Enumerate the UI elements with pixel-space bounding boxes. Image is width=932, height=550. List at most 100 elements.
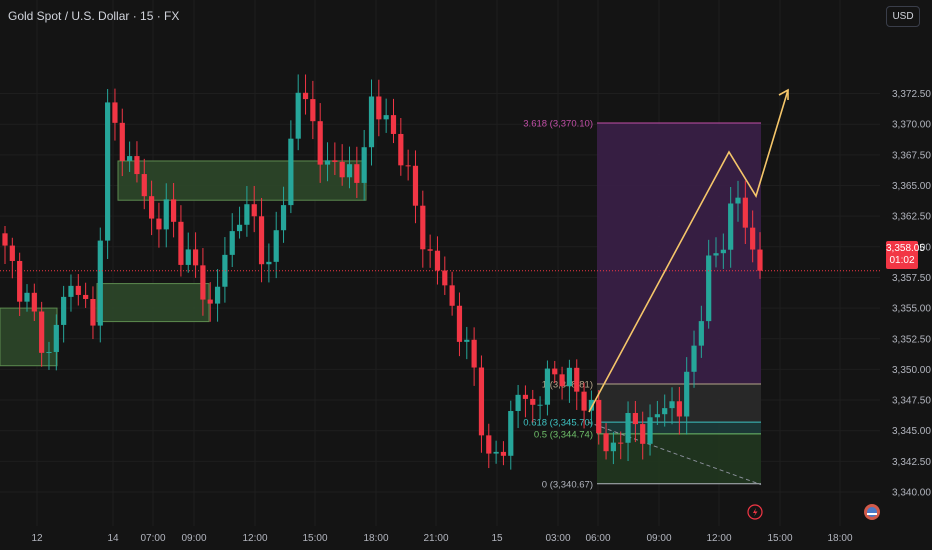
candle-up xyxy=(24,292,30,302)
candle-up xyxy=(544,368,551,405)
fib-level-label: 0.5 (3,344.74) xyxy=(534,429,593,440)
candle-up xyxy=(537,404,543,406)
candle-down xyxy=(574,367,580,392)
candle-up xyxy=(273,230,279,262)
candle-up xyxy=(508,411,514,456)
candle-down xyxy=(750,227,756,250)
candle-down xyxy=(376,96,382,120)
time-tick: 09:00 xyxy=(646,533,671,544)
candle-up xyxy=(383,115,389,120)
candle-down xyxy=(618,442,624,444)
time-tick: 18:00 xyxy=(363,533,388,544)
candle-up xyxy=(515,394,521,412)
candle-up xyxy=(654,414,660,418)
candle-down xyxy=(156,218,162,230)
price-tick: 3,350.00 xyxy=(892,365,931,376)
flag-icon[interactable] xyxy=(864,504,880,520)
candle-down xyxy=(178,221,184,265)
last-price-label: 3,358.05 01:02 xyxy=(886,241,925,269)
time-tick: 21:00 xyxy=(423,533,448,544)
candle-down xyxy=(354,164,360,183)
candle-down xyxy=(149,196,155,219)
fib-extension-tool: 3.618 (3,370.10)1 (3,348.81)0.618 (3,345… xyxy=(523,118,762,490)
candle-down xyxy=(332,160,338,162)
candle-down xyxy=(9,245,15,261)
candle-up xyxy=(53,324,59,352)
demand-zone xyxy=(117,160,367,201)
time-tick: 14 xyxy=(107,533,119,544)
candle-down xyxy=(449,285,455,306)
candle-down xyxy=(478,367,485,436)
currency-button[interactable]: USD xyxy=(886,6,920,27)
candle-up xyxy=(720,249,726,254)
candle-down xyxy=(192,249,199,266)
candle-down xyxy=(31,292,37,312)
candle-up xyxy=(280,205,287,231)
candle-up xyxy=(669,401,675,409)
candle-down xyxy=(134,156,140,175)
symbol-title: Gold Spot / U.S. Dollar · 15 · FX xyxy=(8,9,180,23)
time-tick: 07:00 xyxy=(140,533,165,544)
time-tick: 18:00 xyxy=(827,533,852,544)
candle-down xyxy=(398,133,404,166)
candle-up xyxy=(610,442,616,452)
demand-zones xyxy=(0,160,367,367)
candle-down xyxy=(434,250,441,271)
candle-up xyxy=(244,204,250,225)
price-tick: 3,347.50 xyxy=(892,396,931,407)
price-tick: 3,367.50 xyxy=(892,150,931,161)
candle-down xyxy=(500,451,507,456)
lightning-icon[interactable] xyxy=(747,504,763,520)
price-tick: 3,352.50 xyxy=(892,334,931,345)
projection-path xyxy=(588,89,789,413)
candle-up xyxy=(728,203,734,250)
candle-down xyxy=(603,433,609,452)
time-axis: 12 14 07:00 09:00 12:00 15:00 18:00 21:00 15 03:0… xyxy=(31,533,853,544)
price-tick: 3,370.00 xyxy=(892,120,931,131)
candle-down xyxy=(339,161,345,178)
candle-down xyxy=(530,398,536,405)
candle-down xyxy=(442,270,448,286)
candle-down xyxy=(112,102,118,123)
candle-down xyxy=(405,165,411,167)
candle-up xyxy=(105,102,111,241)
fib-zone-purple xyxy=(597,122,761,384)
candle-up xyxy=(222,254,228,287)
time-tick: 12 xyxy=(31,533,43,544)
price-tick: 3,362.50 xyxy=(892,212,931,223)
candle-up xyxy=(185,249,191,265)
candle-up xyxy=(713,253,719,256)
candle-up xyxy=(566,367,573,387)
candle-up xyxy=(735,197,741,204)
candle-down xyxy=(456,305,463,342)
fib-level-label: 0 (3,340.67) xyxy=(542,479,593,490)
candle-up xyxy=(698,321,704,346)
candles xyxy=(2,74,763,470)
candle-up xyxy=(706,255,712,322)
candle-up xyxy=(588,399,594,411)
candle-down xyxy=(170,199,177,222)
candle-down xyxy=(17,260,23,302)
candle-down xyxy=(559,374,565,387)
candle-up xyxy=(346,164,353,178)
price-tick: 3,357.50 xyxy=(892,273,931,284)
candle-down xyxy=(640,424,646,444)
candle-down xyxy=(676,401,682,417)
candle-up xyxy=(691,345,697,372)
candle-up xyxy=(361,147,367,183)
candle-down xyxy=(302,92,309,100)
candle-down xyxy=(581,391,587,411)
candle-down xyxy=(486,435,492,454)
candle-up xyxy=(61,296,67,325)
price-tick: 3,345.00 xyxy=(892,426,931,437)
candle-up xyxy=(46,351,52,353)
time-tick: 15:00 xyxy=(302,533,327,544)
candle-up xyxy=(324,160,331,165)
candle-down xyxy=(2,233,8,246)
candle-up xyxy=(368,96,375,148)
candle-up xyxy=(97,240,103,326)
candle-up xyxy=(163,199,169,230)
demand-zone xyxy=(96,283,210,323)
candle-down xyxy=(90,298,96,326)
